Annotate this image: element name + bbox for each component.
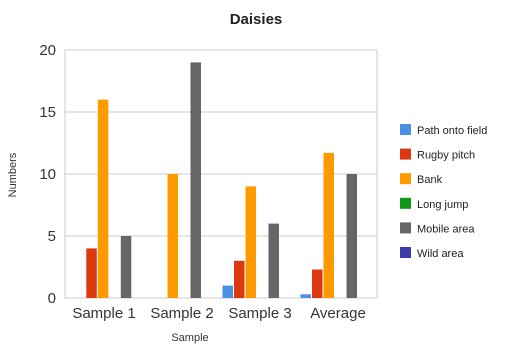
bar-rugby-pitch: [234, 260, 245, 298]
y-tick-label: 0: [48, 290, 56, 307]
y-tick-label: 5: [48, 228, 56, 245]
legend-swatch: [400, 148, 411, 160]
legend-label: Long jump: [417, 199, 468, 211]
y-tick-label: 20: [39, 42, 56, 59]
bar-mobile-area: [268, 223, 279, 298]
legend-swatch: [400, 222, 411, 234]
legend-label: Rugby pitch: [417, 150, 475, 162]
bar-bank: [245, 186, 256, 298]
bar-rugby-pitch: [312, 269, 323, 298]
bar-bank: [167, 174, 178, 298]
x-tick-label: Sample 1: [72, 305, 135, 322]
legend-label: Mobile area: [417, 223, 475, 235]
x-tick-label: Sample 2: [150, 305, 213, 322]
bar-bank: [97, 99, 109, 298]
legend-label: Wild area: [417, 248, 464, 260]
bar-mobile-area: [120, 236, 132, 298]
legend-swatch: [400, 247, 411, 258]
bar-path-onto-field: [300, 294, 311, 298]
chart-title: Daisies: [230, 11, 283, 28]
bar-bank: [323, 152, 334, 298]
x-axis-title: Sample: [171, 332, 208, 344]
legend-swatch: [400, 197, 411, 209]
legend-label: Path onto field: [417, 125, 487, 137]
x-tick-label: Sample 3: [228, 305, 291, 322]
y-tick-label: 10: [39, 166, 56, 183]
y-axis-title: Numbers: [7, 152, 19, 197]
bar-rugby-pitch: [86, 248, 97, 298]
legend-label: Bank: [417, 174, 443, 186]
bar-mobile-area: [190, 62, 201, 299]
bar-mobile-area: [346, 174, 357, 298]
y-tick-label: 15: [39, 104, 56, 121]
x-tick-label: Average: [310, 305, 366, 322]
bar-path-onto-field: [222, 285, 233, 298]
legend-swatch: [400, 124, 411, 135]
legend-swatch: [400, 173, 411, 185]
